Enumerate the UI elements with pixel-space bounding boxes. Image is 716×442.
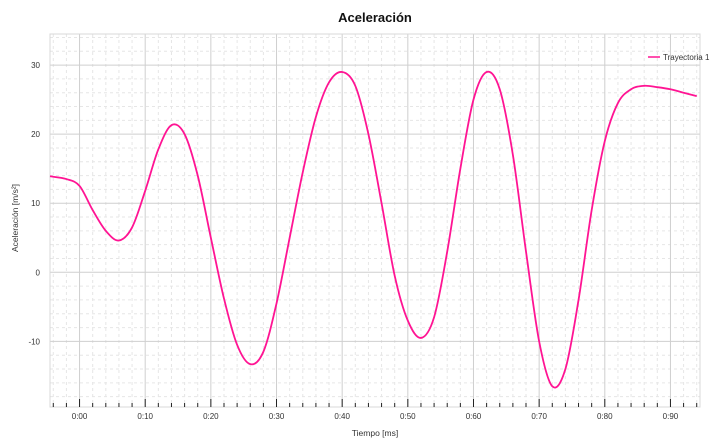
y-tick-label: 20	[31, 130, 40, 139]
y-axis-ticks: 30 20 10 0 -10	[28, 61, 40, 346]
y-tick-label: 30	[31, 61, 40, 70]
series-line-trayectoria-1	[49, 70, 697, 389]
major-grid	[50, 34, 700, 407]
x-tick-label: 0:30	[269, 412, 285, 421]
legend[interactable]: Trayectoria 1	[648, 53, 710, 62]
y-tick-label: -10	[28, 337, 40, 346]
x-tick-label: 0:20	[203, 412, 219, 421]
minor-grid	[50, 34, 700, 407]
x-tick-label: 0:90	[663, 412, 679, 421]
y-tick-label: 0	[36, 268, 41, 277]
y-axis-label: Aceleración [m/s²]	[10, 184, 20, 252]
x-tick-label: 0:40	[334, 412, 350, 421]
x-tick-label: 0:50	[400, 412, 416, 421]
x-tick-label: 0:10	[137, 412, 153, 421]
chart-title: Aceleración	[338, 10, 412, 25]
x-tick-label: 0:00	[72, 412, 88, 421]
legend-label: Trayectoria 1	[663, 53, 710, 62]
x-tick-label: 0:60	[466, 412, 482, 421]
x-tick-label: 0:80	[597, 412, 613, 421]
x-axis-ticks: 0:00 0:10 0:20 0:30 0:40 0:50 0:60 0:70 0:80 0:90	[52, 399, 698, 421]
series-layer	[49, 70, 697, 389]
y-tick-label: 10	[31, 199, 40, 208]
x-tick-label: 0:70	[531, 412, 547, 421]
plot-area	[49, 33, 701, 408]
x-axis-label: Tiempo [ms]	[352, 428, 398, 438]
